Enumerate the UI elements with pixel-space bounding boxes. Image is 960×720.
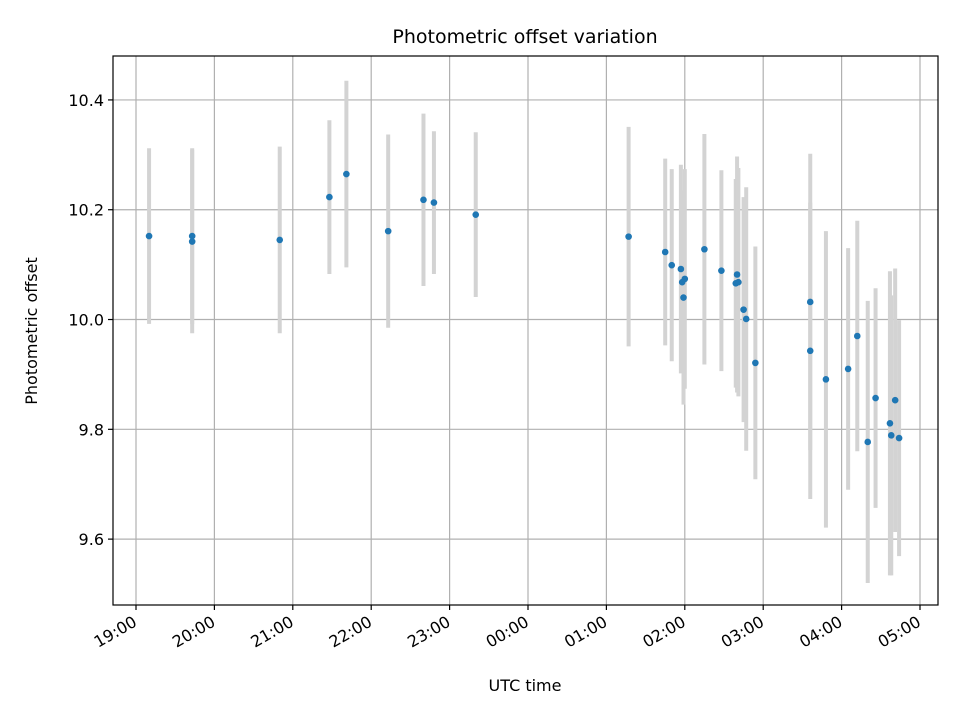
data-point [430,199,438,206]
data-point [886,419,894,427]
data-point [680,294,687,301]
data-point [887,432,895,439]
x-tick-label: 04:00 [796,612,845,652]
x-tick-label: 23:00 [404,612,453,652]
x-tick-label: 05:00 [875,612,924,652]
x-tick-label: 03:00 [718,612,767,652]
y-tick-label: 10.0 [68,311,104,330]
data-point [188,238,196,245]
data-point [895,434,903,442]
data-point [806,298,814,306]
errorbar-layer [147,80,902,584]
data-point [752,359,759,367]
data-point [145,232,153,240]
grid-layer [113,56,938,605]
data-point [276,236,284,244]
data-point [384,227,392,235]
y-tick-label: 9.8 [79,420,104,439]
data-point [625,233,632,240]
x-tick-label: 19:00 [91,612,140,652]
data-point [701,245,708,253]
data-point [188,232,196,240]
data-point [326,193,333,201]
data-point [740,306,747,313]
point-layer [145,170,903,446]
data-point [735,278,742,286]
y-axis-label: Photometric offset [22,257,41,405]
x-tick-label: 20:00 [169,612,218,652]
data-point [681,275,689,283]
data-point [864,438,872,446]
data-point [661,248,669,256]
x-tick-label: 21:00 [247,612,296,652]
x-axis: 19:00 20:00 21:00 22:00 23:00 00:00 01:00 02:00… [91,605,924,652]
data-point [742,315,750,323]
data-point [844,365,852,373]
y-axis: 9.6 9.8 10.0 10.2 10.4 [68,91,113,549]
data-point [853,332,861,340]
y-tick-label: 9.6 [79,530,104,549]
data-point [733,271,741,278]
y-tick-label: 10.2 [68,201,104,220]
data-point [472,211,480,218]
data-point [872,394,879,402]
x-axis-label: UTC time [489,676,562,695]
data-point [420,196,427,204]
data-point [677,265,685,273]
data-point [891,396,899,404]
data-point [668,261,676,269]
x-tick-label: 01:00 [561,612,610,652]
x-tick-label: 22:00 [326,612,375,652]
y-tick-label: 10.4 [68,91,104,110]
x-tick-label: 02:00 [639,612,688,652]
data-point [806,347,814,355]
x-tick-label: 00:00 [483,612,532,652]
plot-frame [112,55,939,606]
data-point [343,170,350,178]
data-point [718,267,725,274]
data-point [822,376,830,383]
chart-title: Photometric offset variation [392,26,657,48]
